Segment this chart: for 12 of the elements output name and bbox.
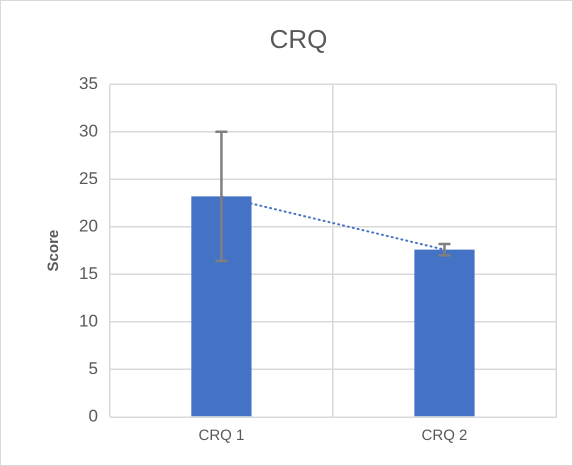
x-tick-label: CRQ 2 xyxy=(422,427,468,444)
y-tick-label: 20 xyxy=(78,216,98,236)
y-tick-label: 35 xyxy=(78,74,98,93)
y-tick-label: 30 xyxy=(78,121,98,140)
x-tick-label: CRQ 1 xyxy=(198,427,244,444)
chart-title: CRQ xyxy=(270,24,328,54)
y-axis-title: Score xyxy=(45,230,62,272)
y-tick-label: 5 xyxy=(88,359,98,378)
y-tick-label: 25 xyxy=(78,168,98,188)
y-tick-label: 15 xyxy=(78,264,98,284)
y-tick-label: 10 xyxy=(78,312,98,331)
y-tick-label: 0 xyxy=(88,406,98,426)
